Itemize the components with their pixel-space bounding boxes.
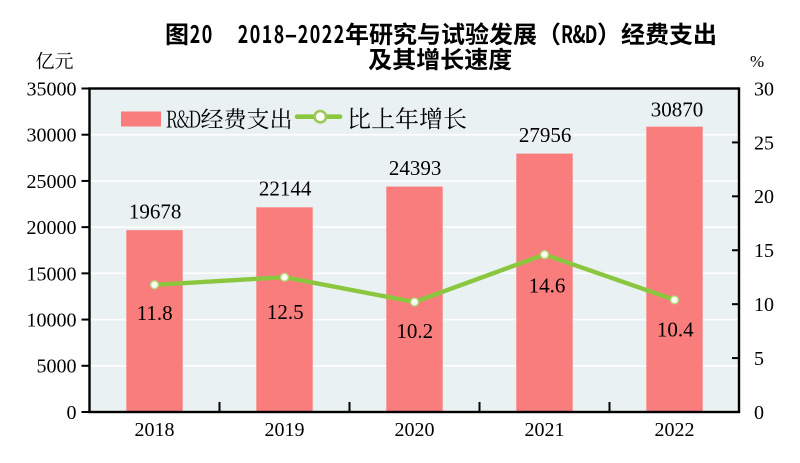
svg-text:30: 30: [754, 78, 774, 100]
svg-text:35000: 35000: [27, 78, 77, 100]
svg-text:5000: 5000: [37, 356, 77, 378]
svg-text:2018: 2018: [135, 419, 175, 441]
svg-text:2022: 2022: [655, 419, 695, 441]
svg-text:20000: 20000: [27, 217, 77, 239]
svg-text:12.5: 12.5: [267, 300, 304, 324]
svg-text:10.4: 10.4: [657, 317, 694, 341]
svg-text:15: 15: [754, 240, 774, 262]
svg-text:%: %: [750, 52, 764, 71]
svg-text:10.2: 10.2: [396, 319, 433, 343]
svg-text:22144: 22144: [259, 177, 312, 201]
svg-text:0: 0: [754, 402, 764, 424]
svg-text:2020: 2020: [395, 419, 435, 441]
svg-text:10: 10: [754, 294, 774, 316]
svg-text:20: 20: [754, 186, 774, 208]
svg-text:14.6: 14.6: [529, 274, 566, 298]
svg-text:19678: 19678: [129, 199, 182, 223]
svg-text:11.8: 11.8: [137, 301, 173, 325]
svg-text:15000: 15000: [27, 263, 77, 285]
svg-text:30870: 30870: [651, 97, 704, 121]
svg-text:25000: 25000: [27, 171, 77, 193]
svg-text:5: 5: [754, 348, 764, 370]
svg-text:30000: 30000: [27, 125, 77, 147]
svg-text:10000: 10000: [27, 309, 77, 331]
svg-text:27956: 27956: [519, 123, 572, 147]
svg-text:2019: 2019: [265, 419, 305, 441]
svg-text:25: 25: [754, 132, 774, 154]
svg-text:0: 0: [67, 402, 77, 424]
svg-text:24393: 24393: [389, 156, 442, 180]
svg-text:2021: 2021: [525, 419, 565, 441]
